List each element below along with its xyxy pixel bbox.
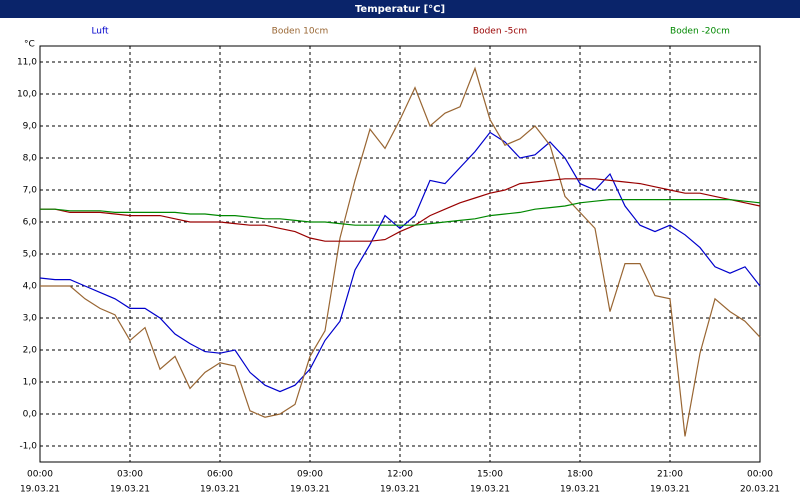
x-tick-date: 19.03.21	[200, 485, 240, 495]
x-tick-date: 19.03.21	[380, 485, 420, 495]
y-unit: °C	[24, 40, 35, 50]
series-line	[39, 131, 761, 393]
y-tick-label: 11,0	[17, 58, 37, 68]
x-tick-date: 19.03.21	[560, 485, 600, 495]
y-tick-label: 1,0	[23, 378, 38, 388]
legend-label: Boden 10cm	[272, 27, 329, 37]
legend-label: Boden -5cm	[473, 27, 527, 37]
y-tick-label: 6,0	[23, 218, 38, 228]
y-tick-label: 7,0	[23, 186, 38, 196]
x-tick-date: 20.03.21	[740, 485, 780, 495]
title-bar	[0, 0, 800, 18]
x-tick-date: 19.03.21	[650, 485, 690, 495]
x-tick-label: 03:00	[117, 470, 143, 480]
x-tick-label: 15:00	[477, 470, 503, 480]
y-tick-label: 10,0	[17, 90, 37, 100]
y-tick-label: 3,0	[23, 314, 38, 324]
y-tick-label: 2,0	[23, 346, 38, 356]
chart-title: Temperatur [°C]	[355, 4, 445, 15]
x-tick-label: 09:00	[297, 470, 323, 480]
y-tick-label: 0,0	[23, 410, 38, 420]
series-line	[40, 199, 761, 226]
legend-label: Luft	[91, 27, 109, 37]
x-tick-label: 18:00	[567, 470, 593, 480]
x-tick-label: 12:00	[387, 470, 413, 480]
y-tick-label: -1,0	[19, 442, 37, 452]
x-tick-date: 19.03.21	[20, 485, 60, 495]
legend-label: Boden -20cm	[670, 27, 730, 37]
series-line	[40, 66, 761, 437]
y-tick-label: 8,0	[23, 154, 38, 164]
x-tick-label: 06:00	[207, 470, 233, 480]
x-tick-date: 19.03.21	[470, 485, 510, 495]
y-tick-label: 9,0	[23, 122, 38, 132]
x-tick-date: 19.03.21	[290, 485, 330, 495]
y-tick-label: 4,0	[23, 282, 38, 292]
x-tick-label: 00:00	[27, 470, 53, 480]
series-line	[40, 178, 761, 242]
y-tick-label: 5,0	[23, 250, 38, 260]
x-tick-label: 00:00	[747, 470, 773, 480]
x-tick-label: 21:00	[657, 470, 683, 480]
x-tick-date: 19.03.21	[110, 485, 150, 495]
